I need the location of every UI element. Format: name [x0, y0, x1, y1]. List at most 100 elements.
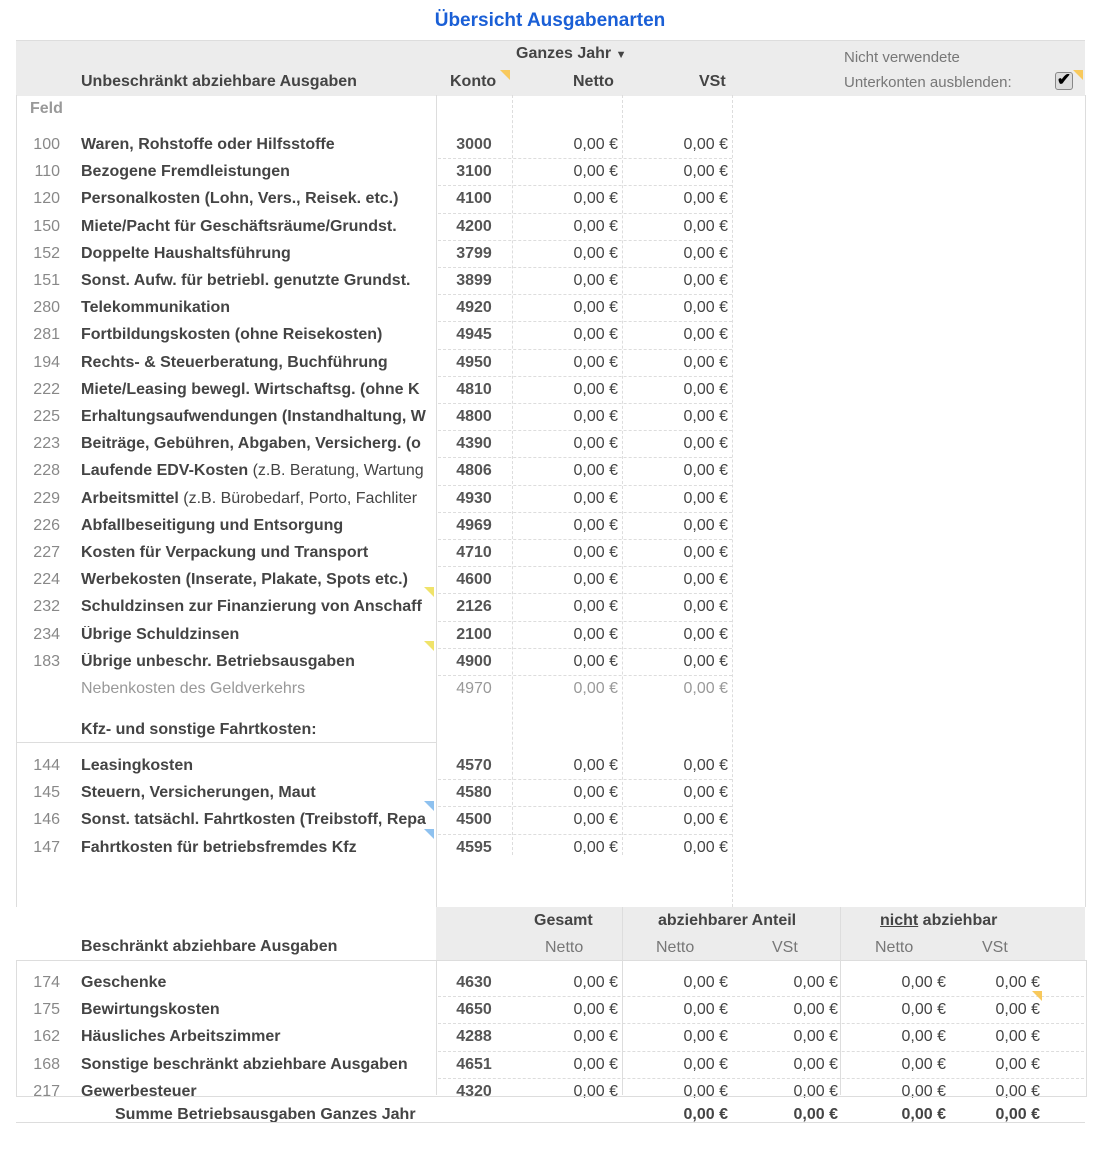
value-cell[interactable]: 0,00 € [793, 1028, 838, 1046]
netto-cell[interactable]: 0,00 € [573, 326, 618, 344]
konto-cell[interactable]: 4900 [456, 652, 492, 670]
value-cell[interactable]: 0,00 € [995, 1055, 1040, 1073]
konto-cell[interactable]: 3100 [456, 163, 492, 181]
vst-cell[interactable]: 0,00 € [683, 680, 728, 697]
vst-cell[interactable]: 0,00 € [683, 462, 728, 480]
value-cell[interactable]: 0,00 € [683, 974, 728, 991]
konto-cell[interactable]: 4810 [456, 380, 492, 398]
netto-cell[interactable]: 0,00 € [573, 408, 618, 425]
value-cell[interactable]: 0,00 € [995, 974, 1040, 991]
konto-cell[interactable]: 4800 [456, 408, 492, 425]
hide-unused-checkbox[interactable]: ✔ [1055, 70, 1073, 90]
vst-cell[interactable]: 0,00 € [683, 811, 728, 829]
netto-cell[interactable]: 0,00 € [573, 544, 618, 561]
netto-cell[interactable]: 0,00 € [573, 625, 618, 643]
value-cell[interactable]: 0,00 € [793, 974, 838, 991]
vst-cell[interactable]: 0,00 € [683, 353, 728, 371]
netto-cell[interactable]: 0,00 € [573, 272, 618, 289]
netto-cell[interactable]: 0,00 € [573, 784, 618, 802]
netto-cell[interactable]: 0,00 € [573, 598, 618, 616]
netto-cell[interactable]: 0,00 € [573, 757, 618, 774]
konto-cell[interactable]: 4945 [456, 326, 492, 344]
vst-cell[interactable]: 0,00 € [683, 380, 728, 398]
konto-cell[interactable]: 2126 [456, 598, 492, 616]
konto-cell[interactable]: 4969 [456, 516, 492, 534]
vst-cell[interactable]: 0,00 € [683, 435, 728, 453]
value-cell[interactable]: 0,00 € [793, 1001, 838, 1019]
konto-cell[interactable]: 3899 [456, 272, 492, 289]
konto-cell[interactable]: 4595 [456, 838, 492, 856]
vst-cell[interactable]: 0,00 € [683, 136, 728, 153]
konto-cell[interactable]: 4710 [456, 544, 492, 561]
vst-cell[interactable]: 0,00 € [683, 244, 728, 262]
konto-cell[interactable]: 4500 [456, 811, 492, 829]
netto-cell[interactable]: 0,00 € [573, 190, 618, 208]
netto-cell[interactable]: 0,00 € [573, 380, 618, 398]
value-cell[interactable]: 0,00 € [683, 1082, 728, 1100]
konto-cell[interactable]: 3799 [456, 244, 492, 262]
vst-cell[interactable]: 0,00 € [683, 757, 728, 774]
konto-cell[interactable]: 4320 [456, 1082, 492, 1100]
konto-cell[interactable]: 4630 [456, 974, 492, 991]
vst-cell[interactable]: 0,00 € [683, 652, 728, 670]
vst-cell[interactable]: 0,00 € [683, 408, 728, 425]
vst-cell[interactable]: 0,00 € [683, 190, 728, 208]
value-cell[interactable]: 0,00 € [995, 1001, 1040, 1019]
vst-cell[interactable]: 0,00 € [683, 217, 728, 235]
netto-cell[interactable]: 0,00 € [573, 838, 618, 856]
vst-cell[interactable]: 0,00 € [683, 272, 728, 289]
konto-cell[interactable]: 4930 [456, 489, 492, 507]
netto-cell[interactable]: 0,00 € [573, 217, 618, 235]
vst-cell[interactable]: 0,00 € [683, 299, 728, 317]
netto-cell[interactable]: 0,00 € [573, 244, 618, 262]
vst-cell[interactable]: 0,00 € [683, 598, 728, 616]
netto-cell[interactable]: 0,00 € [573, 571, 618, 589]
value-cell[interactable]: 0,00 € [793, 1082, 838, 1100]
value-cell[interactable]: 0,00 € [901, 974, 946, 991]
vst-cell[interactable]: 0,00 € [683, 784, 728, 802]
value-cell[interactable]: 0,00 € [683, 1001, 728, 1019]
value-cell[interactable]: 0,00 € [901, 1028, 946, 1046]
konto-cell[interactable]: 2100 [456, 625, 492, 643]
value-cell[interactable]: 0,00 € [995, 1028, 1040, 1046]
konto-cell[interactable]: 4600 [456, 571, 492, 589]
value-cell[interactable]: 0,00 € [901, 1001, 946, 1019]
vst-cell[interactable]: 0,00 € [683, 489, 728, 507]
value-cell[interactable]: 0,00 € [793, 1055, 838, 1073]
konto-cell[interactable]: 4970 [456, 680, 492, 697]
value-cell[interactable]: 0,00 € [573, 1055, 618, 1073]
konto-cell[interactable]: 4288 [456, 1028, 492, 1046]
konto-cell[interactable]: 4570 [456, 757, 492, 774]
value-cell[interactable]: 0,00 € [901, 1082, 946, 1100]
konto-cell[interactable]: 4920 [456, 299, 492, 317]
vst-cell[interactable]: 0,00 € [683, 625, 728, 643]
konto-cell[interactable]: 4200 [456, 217, 492, 235]
vst-cell[interactable]: 0,00 € [683, 516, 728, 534]
netto-cell[interactable]: 0,00 € [573, 462, 618, 480]
vst-cell[interactable]: 0,00 € [683, 326, 728, 344]
netto-cell[interactable]: 0,00 € [573, 299, 618, 317]
value-cell[interactable]: 0,00 € [683, 1028, 728, 1046]
netto-cell[interactable]: 0,00 € [573, 489, 618, 507]
netto-cell[interactable]: 0,00 € [573, 163, 618, 181]
netto-cell[interactable]: 0,00 € [573, 435, 618, 453]
value-cell[interactable]: 0,00 € [573, 1082, 618, 1100]
value-cell[interactable]: 0,00 € [901, 1055, 946, 1073]
konto-cell[interactable]: 4580 [456, 784, 492, 802]
period-dropdown[interactable]: Ganzes Jahr ▼ [516, 45, 627, 63]
konto-cell[interactable]: 4950 [456, 353, 492, 371]
vst-cell[interactable]: 0,00 € [683, 544, 728, 561]
netto-cell[interactable]: 0,00 € [573, 652, 618, 670]
vst-cell[interactable]: 0,00 € [683, 838, 728, 856]
value-cell[interactable]: 0,00 € [573, 974, 618, 991]
vst-cell[interactable]: 0,00 € [683, 163, 728, 181]
vst-cell[interactable]: 0,00 € [683, 571, 728, 589]
value-cell[interactable]: 0,00 € [573, 1001, 618, 1019]
netto-cell[interactable]: 0,00 € [573, 136, 618, 153]
value-cell[interactable]: 0,00 € [995, 1082, 1040, 1100]
netto-cell[interactable]: 0,00 € [573, 353, 618, 371]
value-cell[interactable]: 0,00 € [683, 1055, 728, 1073]
konto-cell[interactable]: 3000 [456, 136, 492, 153]
netto-cell[interactable]: 0,00 € [573, 516, 618, 534]
konto-cell[interactable]: 4390 [456, 435, 492, 453]
